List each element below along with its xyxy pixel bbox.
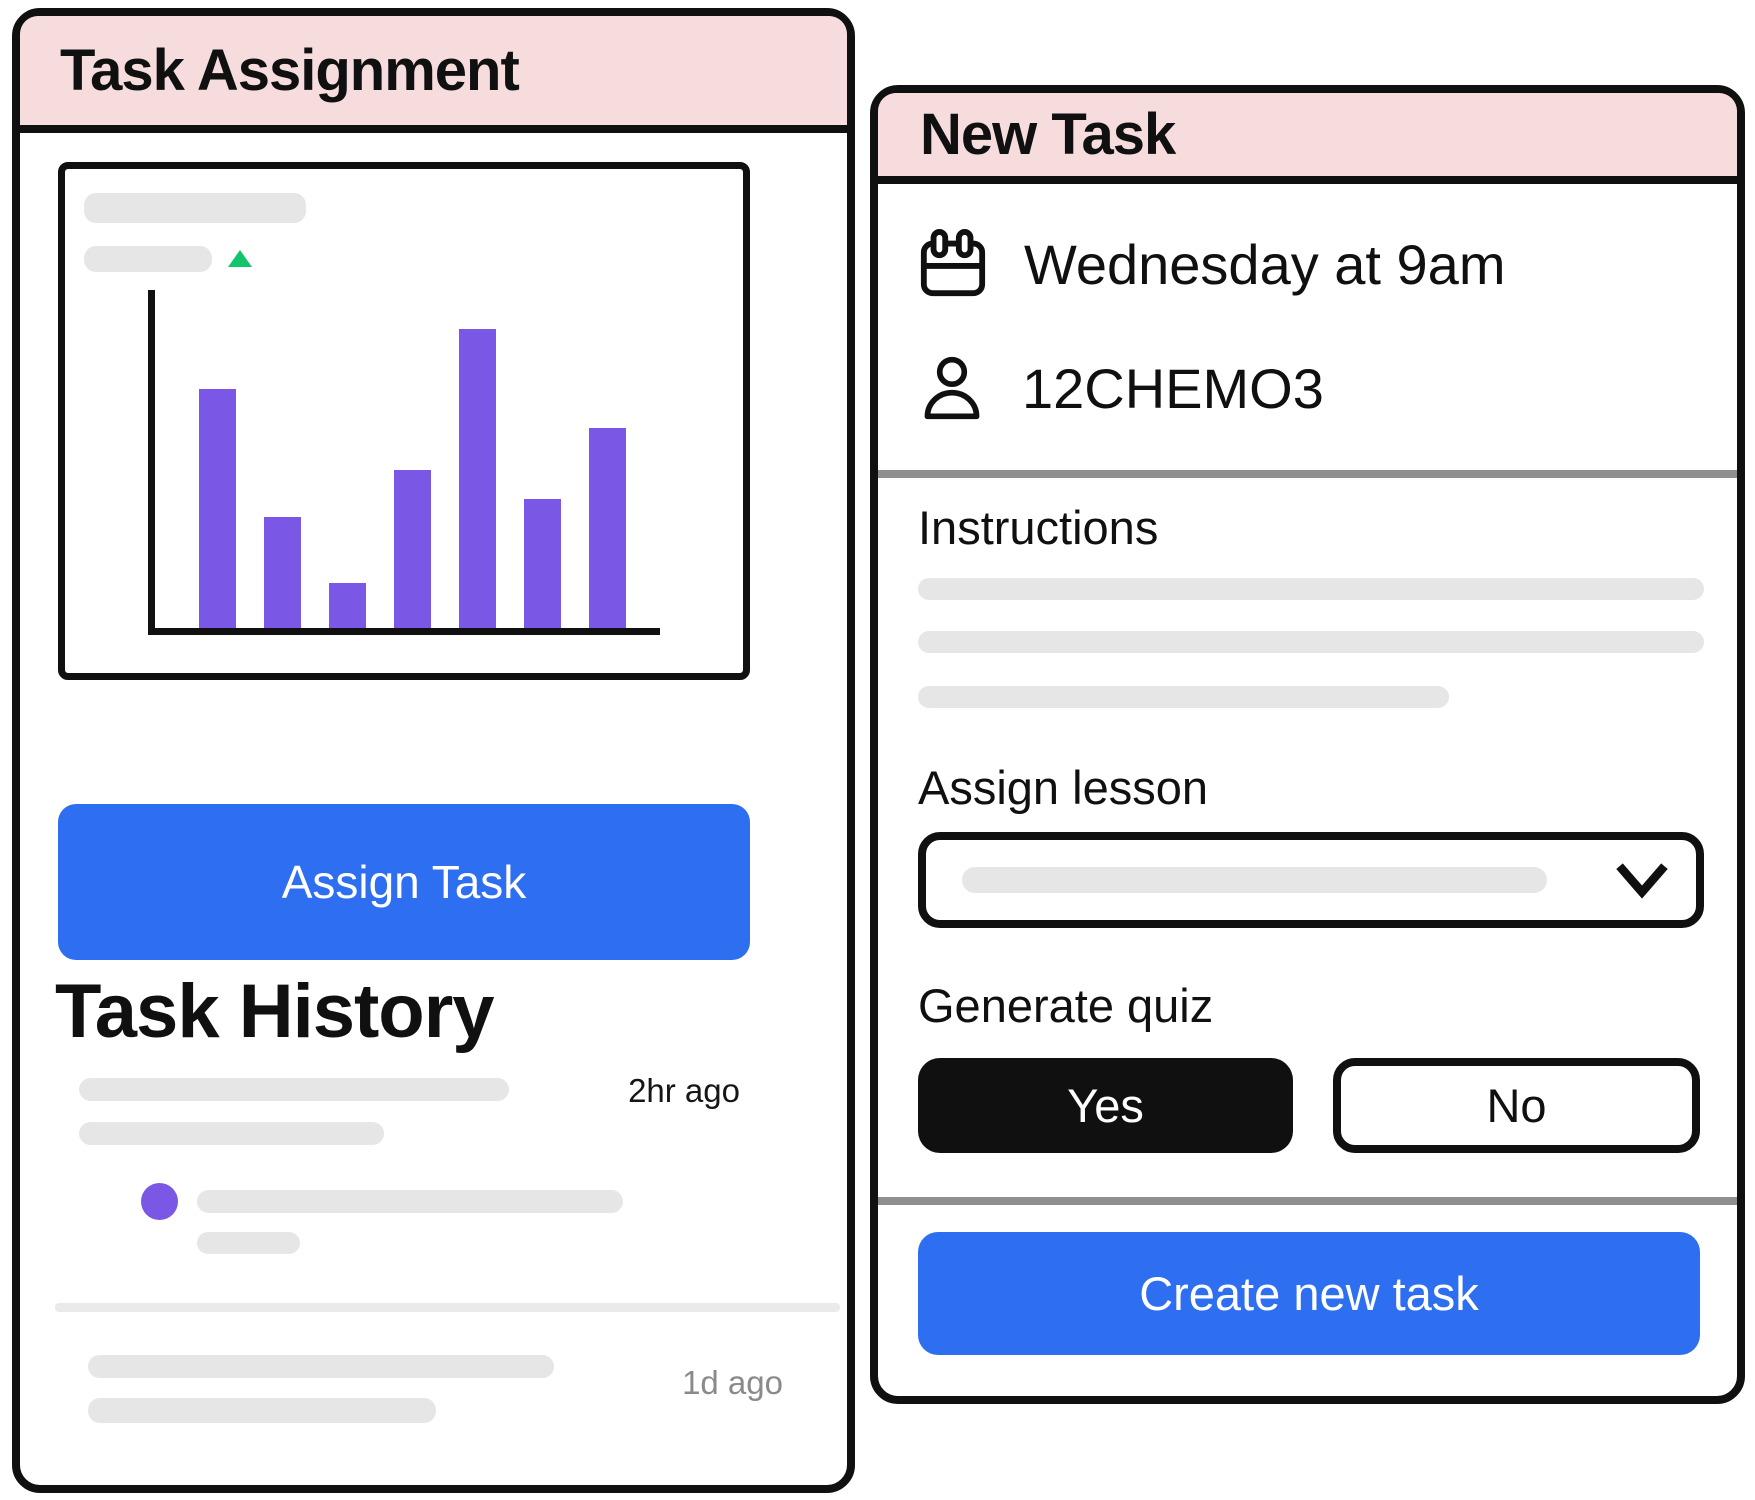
assign-lesson-dropdown[interactable] xyxy=(918,832,1704,928)
quiz-no-button[interactable]: No xyxy=(1333,1058,1700,1153)
history-item-2-line-skeleton xyxy=(197,1190,623,1213)
create-new-task-button[interactable]: Create new task xyxy=(918,1232,1700,1355)
section-divider xyxy=(878,470,1737,478)
dropdown-value-skeleton xyxy=(962,867,1547,893)
history-item-1-timestamp: 2hr ago xyxy=(628,1072,740,1109)
bar xyxy=(329,583,366,628)
task-history-heading: Task History xyxy=(55,969,495,1054)
activity-chart-card xyxy=(58,162,750,680)
person-icon xyxy=(924,356,980,420)
calendar-icon xyxy=(920,229,986,297)
new-task-panel: New Task Wednesday at 9am 12CHEMO3 Instr… xyxy=(870,85,1745,1404)
bar xyxy=(524,499,561,628)
assignee-row: 12CHEMO3 xyxy=(918,352,1324,424)
history-item-1-line-skeleton xyxy=(79,1122,384,1145)
schedule-text: Wednesday at 9am xyxy=(1024,232,1506,296)
task-assignment-panel: Task Assignment Assign Task Task History… xyxy=(12,8,855,1493)
chevron-down-icon xyxy=(1616,863,1668,899)
task-assignment-title: Task Assignment xyxy=(60,38,520,103)
assign-task-button[interactable]: Assign Task xyxy=(58,804,750,960)
task-assignment-header: Task Assignment xyxy=(20,16,847,133)
quiz-no-label: No xyxy=(1486,1079,1547,1132)
history-divider xyxy=(55,1303,840,1312)
bar xyxy=(199,389,236,628)
history-item-2-line-skeleton xyxy=(197,1232,300,1254)
new-task-header: New Task xyxy=(878,93,1737,184)
quiz-yes-label: Yes xyxy=(1067,1079,1144,1132)
history-item-1-line-skeleton xyxy=(79,1078,509,1101)
bar xyxy=(394,470,431,628)
new-task-title: New Task xyxy=(920,102,1176,167)
chart-title-skeleton xyxy=(84,193,306,223)
create-new-task-label: Create new task xyxy=(1139,1267,1479,1320)
bar xyxy=(264,517,301,628)
bar xyxy=(589,428,626,628)
assign-lesson-label: Assign lesson xyxy=(918,761,1208,814)
assign-task-label: Assign Task xyxy=(281,856,527,908)
section-divider xyxy=(878,1197,1737,1205)
trend-up-icon xyxy=(228,250,252,267)
instructions-line-skeleton xyxy=(918,631,1704,653)
history-item-3-timestamp: 1d ago xyxy=(682,1364,783,1401)
history-item-3-line-skeleton xyxy=(88,1398,436,1423)
instructions-line-skeleton xyxy=(918,686,1449,708)
schedule-row: Wednesday at 9am xyxy=(918,228,1505,300)
bar xyxy=(459,329,496,628)
history-item-3-line-skeleton xyxy=(88,1355,554,1378)
history-item-2-status-dot xyxy=(141,1183,178,1220)
bar-chart xyxy=(148,290,660,635)
class-code-text: 12CHEMO3 xyxy=(1022,356,1324,420)
chart-subtitle-skeleton xyxy=(84,246,212,272)
instructions-label: Instructions xyxy=(918,501,1159,554)
generate-quiz-label: Generate quiz xyxy=(918,979,1214,1032)
quiz-yes-button[interactable]: Yes xyxy=(918,1058,1293,1153)
instructions-line-skeleton xyxy=(918,578,1704,600)
